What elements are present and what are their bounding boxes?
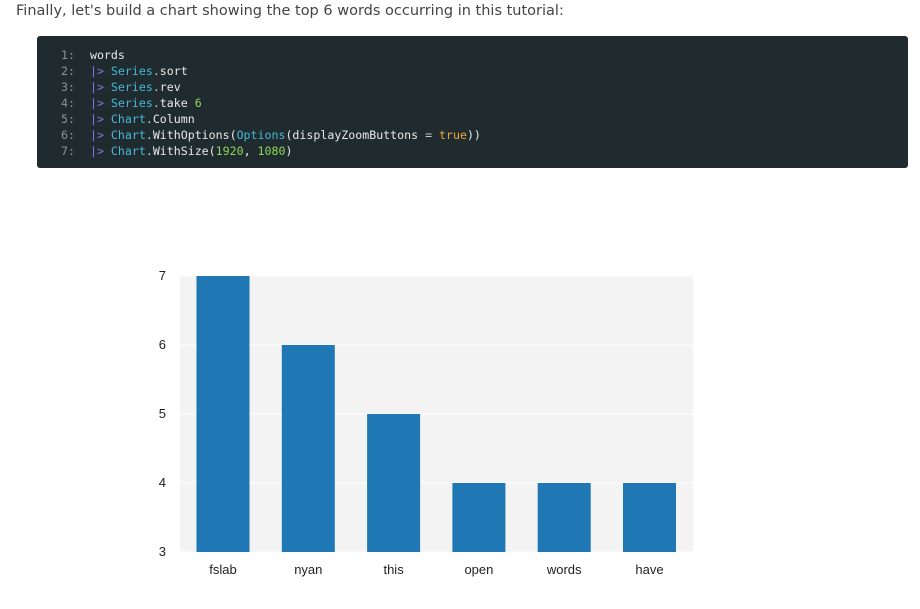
code-token: . [145, 112, 153, 126]
code-token: . [152, 80, 160, 94]
code-token: 1920 [215, 144, 244, 158]
code-token: Chart [110, 112, 146, 126]
code-token: words [89, 48, 125, 62]
bar-this[interactable] [367, 414, 421, 552]
code-token: , [243, 144, 258, 158]
code-token: ) [285, 144, 293, 158]
code-token: Chart [110, 144, 146, 158]
code-token: take [159, 96, 195, 110]
code-token: WithOptions( [152, 128, 237, 142]
line-number: 3: [61, 80, 75, 94]
bar-fslab[interactable] [196, 276, 250, 552]
code-token: |> [89, 80, 111, 94]
code-token: = [425, 128, 433, 142]
x-tick-label: nyan [294, 562, 322, 577]
x-tick-label: fslab [209, 562, 236, 577]
y-tick-label: 5 [159, 406, 166, 421]
y-tick-label: 7 [159, 268, 166, 283]
code-block: 1: words 2: |> Series.sort 3: |> Series.re… [37, 36, 908, 168]
y-tick-label: 4 [159, 475, 166, 490]
y-tick-label: 6 [159, 337, 166, 352]
line-number: 4: [61, 96, 75, 110]
line-number: 1: [61, 48, 75, 62]
line-number: 2: [61, 64, 75, 78]
code-token: Options [236, 128, 286, 142]
bar-nyan[interactable] [281, 345, 335, 552]
code-token: Series [110, 64, 153, 78]
code-token: Series [110, 96, 153, 110]
code-token: WithSize( [152, 144, 216, 158]
line-number: 6: [61, 128, 75, 142]
code-token: Series [110, 80, 153, 94]
code-token: true [439, 128, 467, 142]
x-tick-label: this [383, 562, 404, 577]
line-number: 7: [61, 144, 75, 158]
code-line: 5: |> Chart.Column [37, 111, 908, 127]
line-number: 5: [61, 112, 75, 126]
bar-words[interactable] [537, 483, 591, 552]
code-token: . [152, 96, 160, 110]
code-token: . [145, 144, 153, 158]
code-token: Column [152, 112, 195, 126]
code-line: 3: |> Series.rev [37, 79, 908, 95]
bar-open[interactable] [452, 483, 506, 552]
code-token: (displayZoomButtons [285, 128, 426, 142]
code-token: sort [159, 64, 188, 78]
y-tick-label: 3 [159, 544, 166, 559]
code-token: |> [89, 96, 111, 110]
code-token: )) [466, 128, 481, 142]
code-token: 1080 [257, 144, 286, 158]
code-line: 4: |> Series.take 6 [37, 95, 908, 111]
code-token: . [145, 128, 153, 142]
code-token: |> [89, 112, 111, 126]
x-tick-label: have [635, 562, 663, 577]
code-token: |> [89, 144, 111, 158]
intro-text: Finally, let's build a chart showing the… [16, 3, 564, 19]
code-line: 1: words [37, 47, 908, 63]
code-token: . [152, 64, 160, 78]
code-line: 2: |> Series.sort [37, 63, 908, 79]
code-token: Chart [110, 128, 146, 142]
code-line: 6: |> Chart.WithOptions(Options(displayZ… [37, 127, 908, 143]
code-token: rev [159, 80, 181, 94]
code-token: 6 [194, 96, 202, 110]
code-line: 7: |> Chart.WithSize(1920, 1080) [37, 143, 908, 159]
bar-have[interactable] [623, 483, 676, 552]
x-tick-label: words [546, 562, 582, 577]
x-tick-label: open [464, 562, 493, 577]
code-token: |> [89, 128, 111, 142]
code-token: |> [89, 64, 111, 78]
